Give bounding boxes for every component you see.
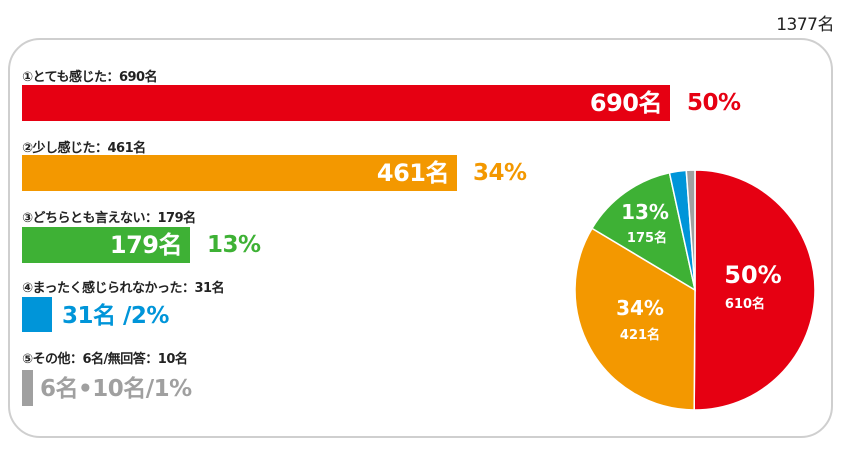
pie-pct-label-very-much: 50% bbox=[724, 261, 781, 289]
bar-label: ①とても感じた：690名 bbox=[22, 70, 158, 85]
pie-chart: 50% 610名 34% 421名 13% 175名 bbox=[574, 169, 816, 411]
total-respondents: 1377名 bbox=[776, 15, 834, 35]
bar-not-at-all bbox=[22, 297, 52, 332]
pie-count-label-very-much: 610名 bbox=[725, 296, 765, 312]
bar-count-percent-label: 31名 /2% bbox=[62, 303, 169, 329]
bar-count-label: 179名 bbox=[109, 231, 183, 259]
bar-neutral: 179名 bbox=[22, 227, 190, 263]
bar-label: ⑤その他：6名/無回答：10名 bbox=[22, 352, 188, 367]
pie-pct-label-neutral: 13% bbox=[621, 200, 669, 224]
pie-slice-other bbox=[685, 169, 696, 291]
bar-percent-label: 13% bbox=[207, 232, 261, 258]
bar-count-percent-label: 6名•10名/1% bbox=[40, 376, 192, 402]
pie-count-label-neutral: 175名 bbox=[627, 230, 667, 246]
bar-label: ②少し感じた：461名 bbox=[22, 141, 146, 156]
pie-slice-neutral bbox=[591, 171, 697, 292]
bar-very-much: 690名 bbox=[22, 85, 670, 121]
bar-percent-label: 50% bbox=[687, 90, 741, 116]
pie-count-label-somewhat: 421名 bbox=[620, 327, 660, 343]
bar-count-label: 461名 bbox=[376, 159, 450, 187]
bar-label: ④まったく感じられなかった：31名 bbox=[22, 281, 225, 296]
bar-somewhat: 461名 bbox=[22, 155, 457, 191]
pie-slice-somewhat bbox=[574, 227, 696, 411]
bar-label: ③どちらとも言えない：179名 bbox=[22, 211, 196, 226]
pie-pct-label-somewhat: 34% bbox=[616, 296, 664, 320]
bar-count-label: 690名 bbox=[589, 89, 663, 117]
pie-slice-very-much bbox=[693, 169, 816, 411]
bar-other bbox=[22, 370, 33, 406]
bar-percent-label: 34% bbox=[473, 160, 527, 186]
